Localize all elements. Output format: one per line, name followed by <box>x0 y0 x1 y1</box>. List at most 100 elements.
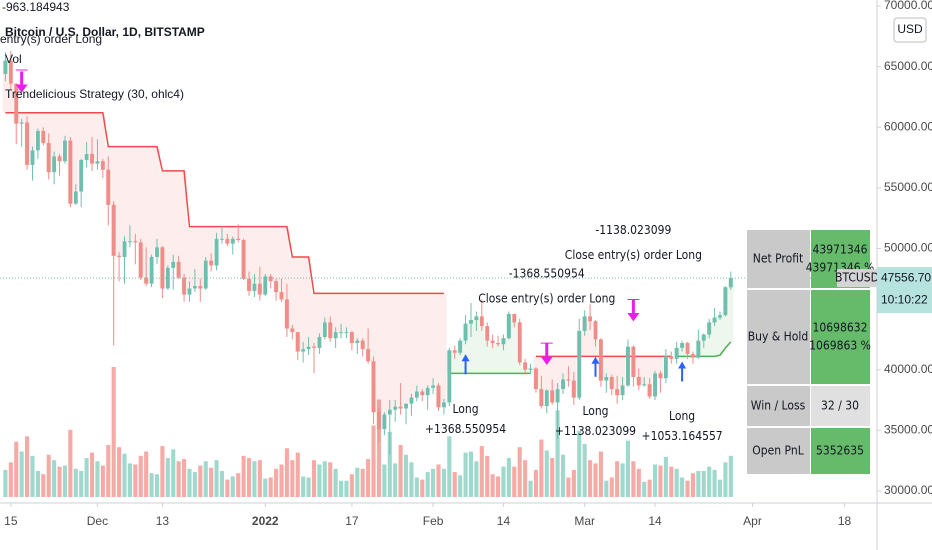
volume-bar <box>441 468 446 497</box>
volume-bar <box>279 464 284 497</box>
y-tick-label: 55000.00 <box>884 180 932 194</box>
candle-body <box>431 385 436 388</box>
candle-body <box>712 317 717 323</box>
volume-bar <box>225 479 230 497</box>
trend-fill <box>560 356 566 380</box>
volume-bar <box>19 451 24 497</box>
volume-bar <box>625 440 631 497</box>
trend-fill <box>728 278 734 342</box>
volume-bar <box>317 464 322 497</box>
volume-bar <box>79 471 84 497</box>
volume-bar <box>609 477 614 497</box>
volume-bar <box>68 429 73 497</box>
currency-button[interactable] <box>893 17 927 43</box>
volume-bar <box>117 447 122 497</box>
volume-bar <box>463 452 468 497</box>
trend-fill <box>116 146 122 257</box>
entry-arrow <box>591 356 600 377</box>
volume-bar <box>490 474 495 497</box>
trend-fill <box>506 313 512 374</box>
trend-fill <box>246 226 252 291</box>
volume-bar <box>95 461 100 497</box>
trend-fill <box>327 293 333 339</box>
candle-body <box>268 276 273 282</box>
trend-fill <box>452 352 458 374</box>
trend-fill <box>587 321 593 357</box>
stop-line <box>676 341 732 358</box>
trend-fill <box>94 112 101 162</box>
trend-fill <box>354 293 361 341</box>
candle-body <box>728 278 733 288</box>
candle-body <box>707 322 712 335</box>
volume-bar <box>106 445 111 497</box>
trend-fill <box>484 340 490 374</box>
trend-fill <box>35 112 41 131</box>
trend-fill <box>165 170 171 268</box>
trend-fill <box>657 356 664 379</box>
candle-body <box>366 349 371 362</box>
candle-body <box>30 150 35 165</box>
trend-fill <box>554 356 561 390</box>
exit-arrow <box>15 69 28 93</box>
volume-bar <box>176 461 181 497</box>
volume-bar <box>219 471 225 497</box>
volume-bar <box>425 472 430 497</box>
x-tick-label: 15 <box>4 514 18 528</box>
candle-body <box>685 343 690 354</box>
x-tick-label: Mar <box>574 514 595 528</box>
trend-fill <box>159 170 166 289</box>
volume-bar <box>138 455 143 497</box>
last-price-tag <box>877 267 932 314</box>
volume-bar <box>171 449 176 497</box>
candle-body <box>512 313 517 323</box>
candle-body <box>593 321 598 340</box>
candle-body <box>674 347 679 359</box>
trend-fill <box>619 356 626 386</box>
volume-bar <box>295 452 300 497</box>
trade-label: Long <box>582 404 608 418</box>
volume-bar <box>728 455 733 497</box>
volume-bar <box>35 471 40 497</box>
candle-body <box>653 373 657 397</box>
volume-bar <box>690 473 695 497</box>
table-label-cell <box>747 230 810 288</box>
volume-bar <box>333 468 338 497</box>
candle-body <box>393 406 398 410</box>
candle-body <box>225 238 230 244</box>
candle-body <box>3 60 8 74</box>
volume-bar <box>647 479 652 497</box>
volume-bar <box>214 460 219 497</box>
volume-bar <box>366 459 371 497</box>
trend-fill <box>289 256 296 333</box>
y-tick-label: 35000.00 <box>884 423 932 437</box>
volume-label: Vol <box>5 52 22 66</box>
volume-bar <box>604 480 609 497</box>
volume-bar <box>539 439 544 497</box>
trend-fill <box>646 356 653 397</box>
candle-body <box>479 316 484 327</box>
volume-bar <box>371 425 376 497</box>
volume-bar <box>165 458 170 497</box>
volume-bar <box>555 410 560 497</box>
trade-label: Close entry(s) order Long <box>565 248 702 262</box>
volume-bar <box>403 454 409 497</box>
x-tick-label: 13 <box>156 514 170 528</box>
candle-body <box>539 389 544 407</box>
candle-body <box>160 247 165 289</box>
trend-fill <box>365 293 371 362</box>
volume-bar <box>474 461 479 497</box>
candle-body <box>490 340 495 344</box>
trend-fill <box>495 344 501 374</box>
candle-body <box>263 276 268 295</box>
trend-fill <box>370 293 377 413</box>
trend-fill <box>424 293 431 388</box>
volume-bar <box>241 455 246 497</box>
table-label-cell <box>747 428 810 474</box>
volume-bar <box>154 474 160 497</box>
volume-bar <box>149 473 154 497</box>
volume-bar <box>663 456 668 497</box>
trend-fill <box>711 317 718 357</box>
candle-body <box>230 238 235 244</box>
table-label: Win / Loss <box>751 399 806 413</box>
